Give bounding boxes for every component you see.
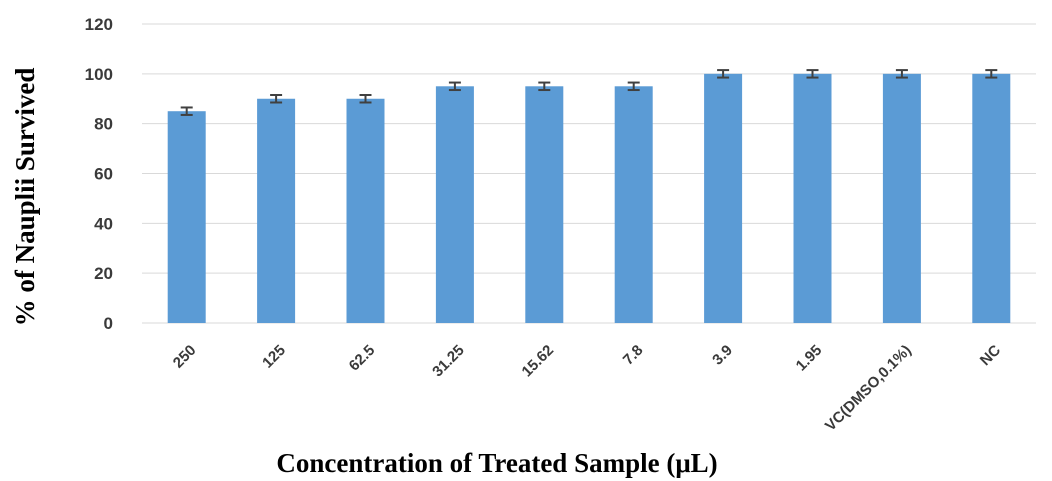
bar-3.9 — [704, 73, 743, 323]
x-axis-title: Concentration of Treated Sample (μL) — [276, 448, 717, 478]
x-tick-label: NC — [977, 342, 1004, 369]
bar-125 — [257, 98, 296, 323]
x-tick-label: 250 — [170, 342, 200, 372]
y-tick-label: 40 — [94, 214, 113, 233]
error-bar — [359, 94, 372, 104]
bar-7.8 — [614, 86, 653, 324]
bar-62.5 — [346, 98, 385, 323]
y-tick-label: 120 — [85, 15, 113, 34]
y-tick-label: 0 — [104, 314, 113, 333]
x-axis-ticks: 250 125 62.5 31.25 15.62 7.8 3.9 1.95VC(DMSO,0.… — [170, 342, 1004, 435]
error-bar — [985, 69, 998, 79]
y-axis-ticks: 0 20 40 60 80 100 120 — [85, 15, 113, 333]
error-bar — [895, 69, 908, 79]
y-axis-title: % of Nauplii Survived — [10, 68, 40, 327]
bar-NC — [972, 73, 1011, 323]
x-tick-label: 62.5 — [346, 342, 379, 375]
error-bar — [270, 94, 283, 104]
error-bar — [717, 69, 730, 79]
bar-15.62 — [525, 86, 564, 324]
x-tick-label: 15.62 — [519, 342, 558, 381]
y-tick-label: 80 — [94, 115, 113, 134]
error-bar — [806, 69, 819, 79]
error-bar — [180, 106, 193, 116]
y-tick-label: 20 — [94, 264, 113, 283]
x-tick-label: 31.25 — [429, 342, 468, 381]
x-tick-label: 1.95 — [793, 342, 826, 375]
y-tick-label: 60 — [94, 165, 113, 184]
x-tick-label: 125 — [259, 342, 289, 372]
bar-250 — [167, 111, 206, 323]
error-bar — [448, 81, 461, 92]
bar-1.95 — [793, 73, 832, 323]
error-bar — [627, 81, 640, 92]
x-tick-label: VC(DMSO,0.1%) — [822, 342, 915, 435]
x-tick-label: 3.9 — [709, 342, 736, 369]
error-bars — [180, 69, 998, 116]
x-tick-label: 7.8 — [620, 342, 647, 369]
bar-VC(DMSO,0.1%) — [882, 73, 921, 323]
bar-31.25 — [435, 86, 474, 324]
y-tick-label: 100 — [85, 65, 113, 84]
error-bar — [538, 81, 551, 92]
bars — [167, 73, 1011, 324]
